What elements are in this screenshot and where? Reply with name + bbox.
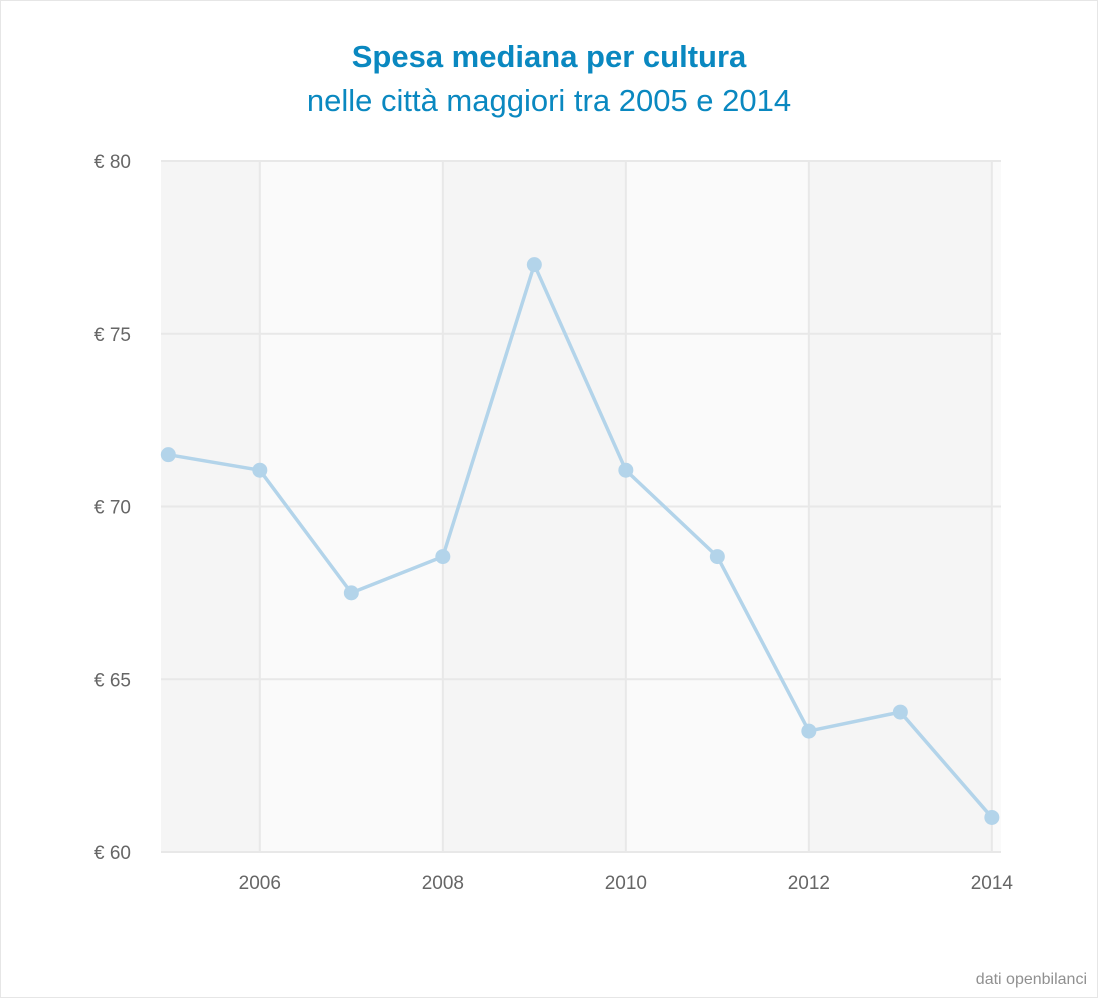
x-tick-label: 2012: [788, 873, 830, 894]
data-point: [435, 549, 451, 565]
series-line: [168, 262, 994, 819]
data-point: [160, 447, 176, 463]
data-point: [618, 462, 634, 478]
data-point: [892, 704, 908, 720]
chart-subtitle: nelle città maggiori tra 2005 e 2014: [306, 83, 792, 118]
credits-link[interactable]: dati openbilanci: [975, 971, 1087, 988]
x-tick-label: 2008: [422, 873, 464, 894]
y-tick-label: € 80: [94, 152, 131, 173]
data-point: [343, 585, 359, 601]
y-tick-label: € 60: [94, 843, 131, 864]
data-point: [801, 723, 817, 739]
x-tick-label: 2014: [971, 873, 1014, 894]
y-tick-label: € 65: [94, 670, 131, 691]
x-tick-label: 2006: [239, 873, 281, 894]
data-point: [526, 257, 542, 273]
y-tick-label: € 75: [94, 325, 131, 346]
data-point: [709, 549, 725, 565]
y-tick-label: € 70: [94, 498, 131, 519]
x-tick-label: 2010: [605, 873, 647, 894]
chart-title: Spesa mediana per cultura: [351, 39, 747, 74]
data-point: [984, 809, 1000, 825]
data-point: [252, 462, 268, 478]
